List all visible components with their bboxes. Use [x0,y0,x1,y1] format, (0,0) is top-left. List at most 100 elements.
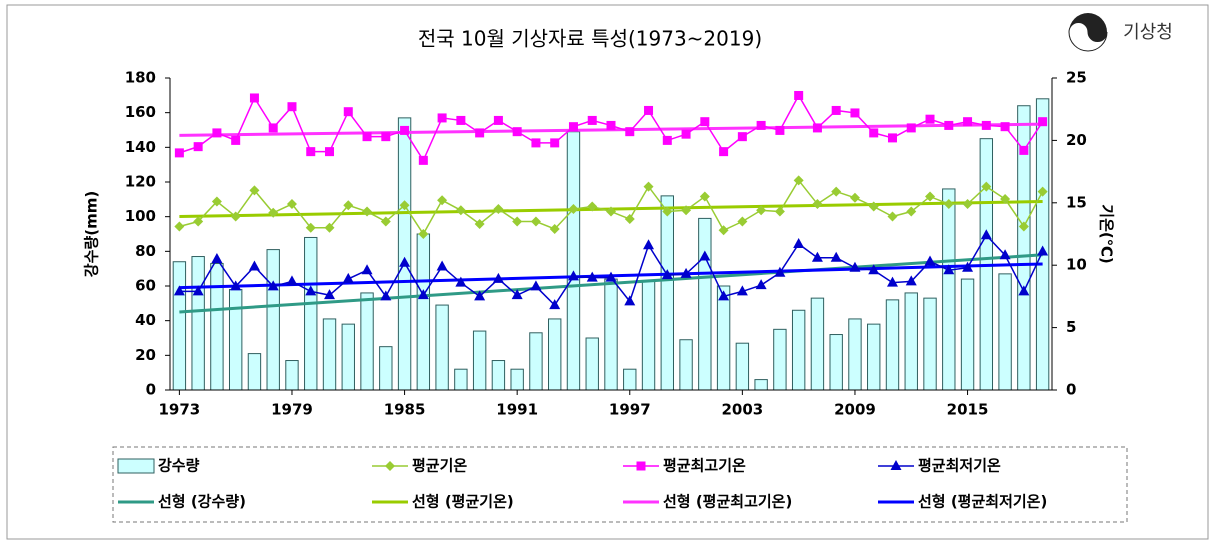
bar [867,323,881,391]
marker [661,269,673,280]
bar [641,280,656,391]
marker [417,289,429,300]
marker [174,221,185,232]
bar [228,288,243,391]
marker [925,114,935,124]
marker [455,276,467,287]
marker [736,285,748,296]
marker [493,204,504,215]
marker [755,279,767,290]
marker [681,205,692,216]
marker [906,206,917,217]
legend-swatch [117,458,155,474]
marker [1018,221,1029,232]
marker [793,237,805,248]
marker [211,252,223,263]
marker [605,271,617,282]
y2-tick-label: 25 [1066,69,1087,87]
marker [925,191,936,202]
bar [904,292,918,391]
marker [248,260,260,271]
logo-text: 기상청 [1123,22,1173,43]
bar [960,278,975,391]
bar [735,342,750,391]
bar [285,360,299,391]
marker [267,280,279,291]
marker [849,192,860,203]
bar [1035,98,1050,391]
bar [679,339,693,391]
marker [850,108,860,118]
marker [325,147,335,157]
marker [699,191,710,202]
y2-axis-label: 기온(℃) [1098,204,1116,263]
marker [625,127,635,137]
y-tick-label: 180 [125,69,156,87]
legend-label: 선형 (평균최저기온) [918,493,1047,511]
marker [680,267,692,278]
marker [530,216,541,227]
marker [436,260,448,271]
y2-tick-label: 0 [1066,381,1076,399]
bar [172,261,187,391]
bar [360,292,374,391]
bar [942,188,956,391]
x-tick-label: 2015 [947,401,989,419]
legend-label: 평균최고기온 [663,457,746,475]
legend-label: 선형 (평균최고기온) [663,493,792,511]
marker [399,256,411,267]
y-tick-label: 60 [135,277,156,295]
marker [380,216,391,227]
y-tick-label: 40 [135,311,156,329]
bar [623,368,637,391]
marker [324,222,335,233]
bar [529,332,543,391]
marker [493,115,503,125]
legend-label: 강수량 [158,457,200,475]
marker [212,128,222,138]
marker [718,225,729,236]
marker [999,249,1011,260]
bar [266,249,280,391]
marker [643,181,654,192]
marker [568,122,578,132]
marker [887,211,898,222]
x-tick-label: 2009 [834,401,876,419]
marker [400,125,410,135]
marker [906,123,916,133]
marker [437,195,448,206]
marker [381,132,391,142]
marker [231,135,241,145]
marker [624,214,635,225]
marker [286,199,297,210]
y-tick-label: 120 [125,173,156,191]
bar [716,285,731,391]
bar [472,330,487,391]
marker [830,251,842,262]
bar [491,360,506,391]
y2-tick-label: 15 [1066,193,1087,211]
marker [962,199,973,210]
marker [868,264,880,275]
marker [362,206,373,217]
marker [1038,117,1048,127]
marker [1000,194,1011,205]
marker [511,289,523,300]
marker [193,142,203,152]
bar [754,379,768,391]
marker [624,295,636,306]
marker [173,285,185,296]
marker [380,290,392,301]
marker [550,138,560,148]
bar [548,318,562,391]
marker [230,211,241,222]
bar [885,299,900,391]
bar [510,368,524,391]
marker [474,219,485,230]
y2-tick-label: 5 [1066,318,1076,336]
marker [342,272,354,283]
marker [849,261,861,272]
y-axis-label: 강수량(mm) [83,191,101,277]
bar [585,337,599,391]
